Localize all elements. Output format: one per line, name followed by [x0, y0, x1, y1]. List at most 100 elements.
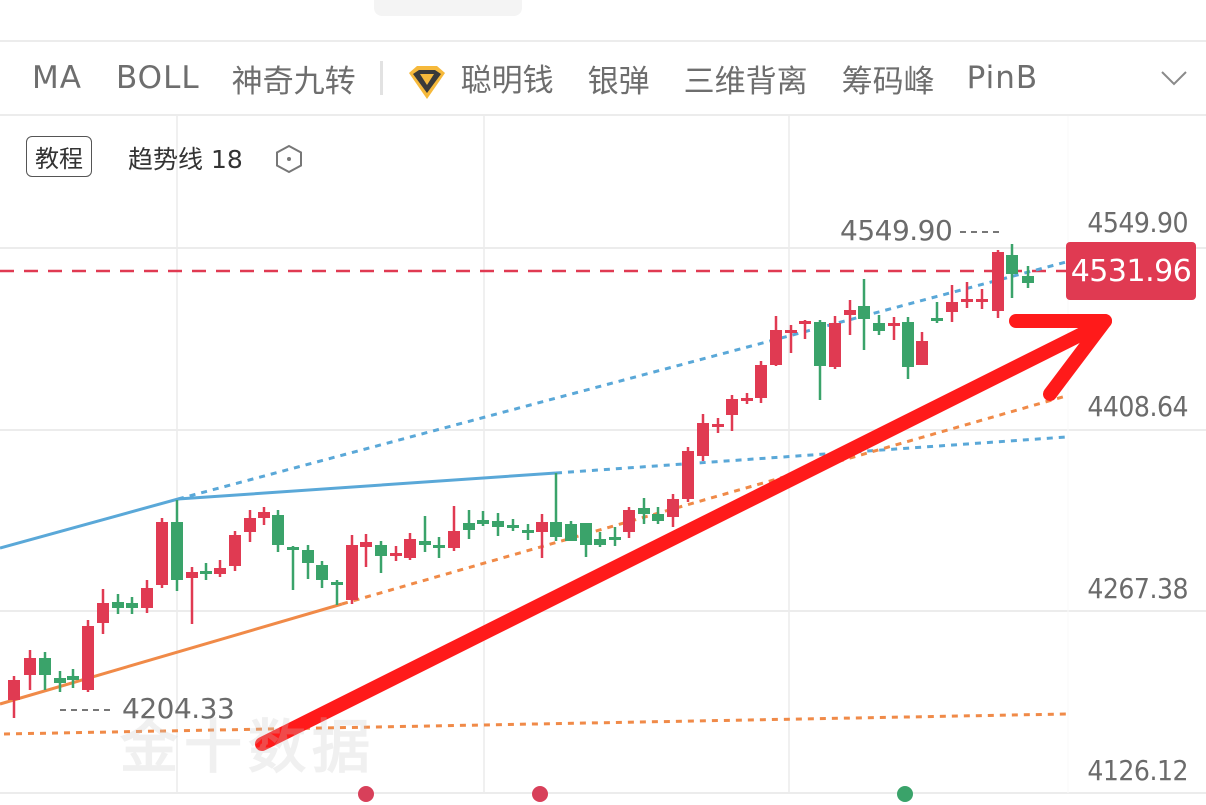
- current-price-tag[interactable]: 4531.96: [1066, 242, 1196, 300]
- candle: [580, 523, 592, 545]
- candle: [39, 658, 51, 675]
- candle: [565, 524, 577, 541]
- trend-line-upper_dotted_2: [555, 435, 1067, 475]
- candle: [404, 539, 416, 558]
- y-axis-label: 4408.64: [1087, 390, 1188, 423]
- candle: [156, 522, 168, 585]
- candle: [433, 545, 445, 548]
- tab-smart-money-label: 聪明钱: [460, 63, 554, 100]
- candle: [785, 330, 797, 333]
- candle: [507, 525, 519, 528]
- candle: [858, 306, 870, 319]
- watermark: 金十数据: [120, 713, 377, 781]
- candle: [126, 603, 138, 608]
- candle: [1006, 255, 1018, 274]
- candle: [200, 571, 212, 574]
- tab-pinbar[interactable]: PinB: [966, 60, 1039, 96]
- diamond-gem-icon: [408, 65, 445, 99]
- tutorial-button[interactable]: 教程: [26, 136, 92, 177]
- candle: [697, 423, 709, 456]
- y-axis-label: 4549.90: [1087, 206, 1188, 239]
- signal-dot: [897, 786, 913, 802]
- candle: [623, 510, 635, 532]
- tab-chip-peak[interactable]: 筹码峰: [841, 63, 935, 100]
- candle: [550, 522, 562, 537]
- candle: [946, 302, 958, 312]
- candle: [755, 365, 767, 398]
- tab-divider: [379, 61, 383, 95]
- y-axis-label: 4267.38: [1087, 572, 1188, 605]
- indicator-label[interactable]: 趋势线 18: [128, 145, 243, 174]
- candle: [171, 522, 183, 580]
- candle: [829, 323, 841, 367]
- candle: [477, 520, 489, 524]
- candle: [360, 542, 372, 547]
- signal-dot: [358, 786, 374, 802]
- candle: [726, 399, 738, 415]
- candle: [316, 565, 328, 580]
- candle: [609, 537, 621, 540]
- candle: [902, 322, 914, 367]
- candle: [682, 451, 694, 499]
- tab-smart-money[interactable]: 聪明钱: [405, 55, 554, 101]
- annotation-arrow: [255, 318, 1107, 751]
- candle: [522, 530, 534, 533]
- candle: [799, 321, 811, 324]
- candle: [741, 398, 753, 401]
- candle: [375, 545, 387, 556]
- trend-line-upper_dotted_1: [177, 260, 1067, 501]
- candle: [667, 499, 679, 517]
- chevron-down-icon[interactable]: [1160, 64, 1188, 94]
- candle: [258, 512, 270, 518]
- hexagon-settings-icon[interactable]: [274, 144, 304, 174]
- tabs-fade: [1116, 42, 1206, 114]
- candle: [287, 547, 299, 550]
- candle: [302, 550, 314, 563]
- low-marker-label: 4204.33: [122, 692, 235, 725]
- tab-boll[interactable]: BOLL: [115, 60, 200, 96]
- signal-dot: [532, 786, 548, 802]
- candles: [8, 244, 1034, 718]
- candle: [214, 568, 226, 574]
- tab-ma[interactable]: MA: [32, 60, 82, 96]
- candle: [24, 658, 36, 675]
- overlay: [60, 231, 1112, 802]
- candle: [463, 523, 475, 530]
- top-bar: [0, 0, 1206, 42]
- top-handle: [374, 0, 522, 16]
- tab-magic-nine[interactable]: 神奇九转: [231, 63, 356, 100]
- tab-silver-bullet[interactable]: 银弹: [587, 63, 650, 100]
- candle: [82, 626, 94, 690]
- candle: [492, 521, 504, 527]
- candle: [594, 539, 606, 545]
- candle: [272, 515, 284, 545]
- y-axis-label: 4126.12: [1087, 754, 1188, 787]
- candle: [141, 588, 153, 608]
- candle: [814, 322, 826, 366]
- candle: [112, 602, 124, 608]
- candle: [931, 318, 943, 321]
- candle: [229, 535, 241, 566]
- candle: [770, 330, 782, 365]
- candle: [844, 310, 856, 315]
- candle: [390, 553, 402, 556]
- candle: [331, 582, 343, 585]
- trend-line-bottom_dotted: [3, 712, 1067, 736]
- candle: [448, 531, 460, 548]
- candle: [186, 572, 198, 578]
- grid-lines: [0, 116, 1206, 794]
- candle: [888, 323, 900, 326]
- tab-3d-divergence[interactable]: 三维背离: [683, 63, 808, 100]
- candle: [419, 541, 431, 545]
- candle: [652, 514, 664, 521]
- high-marker-label: 4549.90: [840, 214, 953, 247]
- indicator-tabs: MA BOLL 神奇九转 聪明钱 银弹 三维背离 筹码峰 PinB: [0, 42, 1206, 116]
- candle: [54, 678, 66, 683]
- candle: [67, 676, 79, 680]
- candle: [638, 508, 650, 514]
- candle: [976, 299, 988, 302]
- candle: [961, 299, 973, 302]
- candle: [1022, 276, 1034, 283]
- candle: [8, 680, 20, 700]
